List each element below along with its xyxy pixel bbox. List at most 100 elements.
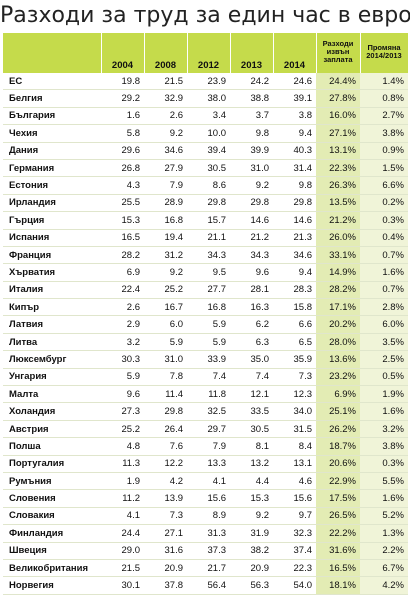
value-2004-cell: 4.3 — [101, 176, 144, 195]
value-2014-cell: 14.6 — [273, 211, 316, 230]
value-2008-cell: 16.7 — [144, 298, 187, 317]
value-2008-cell: 25.2 — [144, 281, 187, 300]
value-2013-cell: 20.9 — [230, 559, 273, 578]
value-2004-cell: 25.2 — [101, 420, 144, 439]
country-cell: Латвия — [3, 315, 101, 334]
value-2014-cell: 6.6 — [273, 315, 316, 334]
value-2012-cell: 16.8 — [187, 298, 230, 317]
change-cell: 2.7% — [360, 107, 408, 126]
table-row: Италия 22.4 25.2 27.7 28.1 28.3 28.2% 0.7% — [3, 281, 408, 300]
non-wage-cost-cell: 22.2% — [316, 524, 360, 543]
non-wage-cost-cell: 27.8% — [316, 89, 360, 108]
table-row: Франция 28.2 31.2 34.3 34.3 34.6 33.1% 0.7% — [3, 246, 408, 265]
table-row: Германия 26.8 27.9 30.5 31.0 31.4 22.3% 1.5% — [3, 159, 408, 178]
header-2008: 2008 — [144, 33, 188, 73]
change-cell: 6.6% — [360, 176, 408, 195]
value-2008-cell: 13.9 — [144, 489, 187, 508]
country-cell: Словения — [3, 489, 101, 508]
table-row: Унгария 5.9 7.8 7.4 7.4 7.3 23.2% 0.5% — [3, 368, 408, 387]
non-wage-cost-cell: 28.2% — [316, 281, 360, 300]
non-wage-cost-cell: 18.7% — [316, 437, 360, 456]
value-2008-cell: 7.9 — [144, 176, 187, 195]
value-2008-cell: 28.9 — [144, 194, 187, 213]
non-wage-cost-cell: 13.6% — [316, 350, 360, 369]
country-cell: Ирландия — [3, 194, 101, 213]
change-cell: 1.4% — [360, 73, 408, 91]
value-2012-cell: 4.1 — [187, 472, 230, 491]
table-row: Литва 3.2 5.9 5.9 6.3 6.5 28.0% 3.5% — [3, 333, 408, 352]
country-cell: Кипър — [3, 298, 101, 317]
value-2014-cell: 8.4 — [273, 437, 316, 456]
change-cell: 3.2% — [360, 420, 408, 439]
non-wage-cost-cell: 26.2% — [316, 420, 360, 439]
change-cell: 1.3% — [360, 524, 408, 543]
country-cell: Норвегия — [3, 576, 101, 595]
value-2012-cell: 31.3 — [187, 524, 230, 543]
table-row: Швеция 29.0 31.6 37.3 38.2 37.4 31.6% 2.2% — [3, 542, 408, 560]
value-2013-cell: 9.2 — [230, 176, 273, 195]
change-cell: 2.5% — [360, 350, 408, 369]
value-2013-cell: 38.2 — [230, 542, 273, 560]
value-2008-cell: 34.6 — [144, 142, 187, 160]
value-2013-cell: 30.5 — [230, 420, 273, 439]
non-wage-cost-cell: 22.3% — [316, 159, 360, 178]
country-cell: Белгия — [3, 89, 101, 108]
table-row: Белгия 29.2 32.9 38.0 38.8 39.1 27.8% 0.8% — [3, 89, 408, 108]
value-2008-cell: 31.6 — [144, 542, 187, 560]
value-2013-cell: 14.6 — [230, 211, 273, 230]
header-change: Промяна 2014/2013 — [360, 33, 409, 73]
country-cell: Франция — [3, 246, 101, 265]
country-cell: Хърватия — [3, 263, 101, 282]
value-2012-cell: 33.9 — [187, 350, 230, 369]
change-cell: 0.3% — [360, 211, 408, 230]
table-row: Латвия 2.9 6.0 5.9 6.2 6.6 20.2% 6.0% — [3, 315, 408, 334]
non-wage-cost-cell: 27.1% — [316, 124, 360, 143]
non-wage-cost-cell: 17.1% — [316, 298, 360, 317]
non-wage-cost-cell: 26.0% — [316, 229, 360, 247]
value-2013-cell: 3.7 — [230, 107, 273, 126]
header-2004: 2004 — [101, 33, 145, 73]
non-wage-cost-cell: 21.2% — [316, 211, 360, 230]
non-wage-cost-cell: 18.1% — [316, 576, 360, 595]
non-wage-cost-cell: 24.4% — [316, 73, 360, 91]
value-2008-cell: 7.3 — [144, 507, 187, 526]
non-wage-cost-cell: 13.5% — [316, 194, 360, 213]
value-2013-cell: 9.2 — [230, 507, 273, 526]
value-2013-cell: 6.3 — [230, 333, 273, 352]
non-wage-cost-cell: 16.5% — [316, 559, 360, 578]
country-cell: Гърция — [3, 211, 101, 230]
value-2008-cell: 26.4 — [144, 420, 187, 439]
table-row: Норвегия 30.1 37.8 56.4 56.3 54.0 18.1% 4.2% — [3, 576, 408, 595]
non-wage-cost-cell: 33.1% — [316, 246, 360, 265]
value-2004-cell: 3.2 — [101, 333, 144, 352]
value-2014-cell: 9.8 — [273, 176, 316, 195]
value-2013-cell: 4.4 — [230, 472, 273, 491]
value-2012-cell: 13.3 — [187, 455, 230, 473]
header-country — [3, 33, 102, 73]
value-2014-cell: 7.3 — [273, 368, 316, 387]
table-row: Австрия 25.2 26.4 29.7 30.5 31.5 26.2% 3.2% — [3, 420, 408, 439]
value-2012-cell: 9.5 — [187, 263, 230, 282]
change-cell: 6.0% — [360, 315, 408, 334]
value-2012-cell: 5.9 — [187, 333, 230, 352]
table-row: Холандия 27.3 29.8 32.5 33.5 34.0 25.1% 1.6% — [3, 402, 408, 421]
value-2008-cell: 20.9 — [144, 559, 187, 578]
table-row: Великобритания 21.5 20.9 21.7 20.9 22.3 16.5% 6… — [3, 559, 408, 578]
country-cell: Литва — [3, 333, 101, 352]
value-2012-cell: 7.4 — [187, 368, 230, 387]
value-2008-cell: 9.2 — [144, 263, 187, 282]
value-2008-cell: 29.8 — [144, 402, 187, 421]
non-wage-cost-cell: 13.1% — [316, 142, 360, 160]
country-cell: Дания — [3, 142, 101, 160]
change-cell: 0.2% — [360, 194, 408, 213]
value-2012-cell: 10.0 — [187, 124, 230, 143]
value-2004-cell: 19.8 — [101, 73, 144, 91]
change-cell: 0.4% — [360, 229, 408, 247]
value-2004-cell: 1.6 — [101, 107, 144, 126]
value-2014-cell: 32.3 — [273, 524, 316, 543]
value-2008-cell: 4.2 — [144, 472, 187, 491]
value-2013-cell: 33.5 — [230, 402, 273, 421]
value-2013-cell: 9.8 — [230, 124, 273, 143]
value-2014-cell: 37.4 — [273, 542, 316, 560]
value-2008-cell: 7.8 — [144, 368, 187, 387]
